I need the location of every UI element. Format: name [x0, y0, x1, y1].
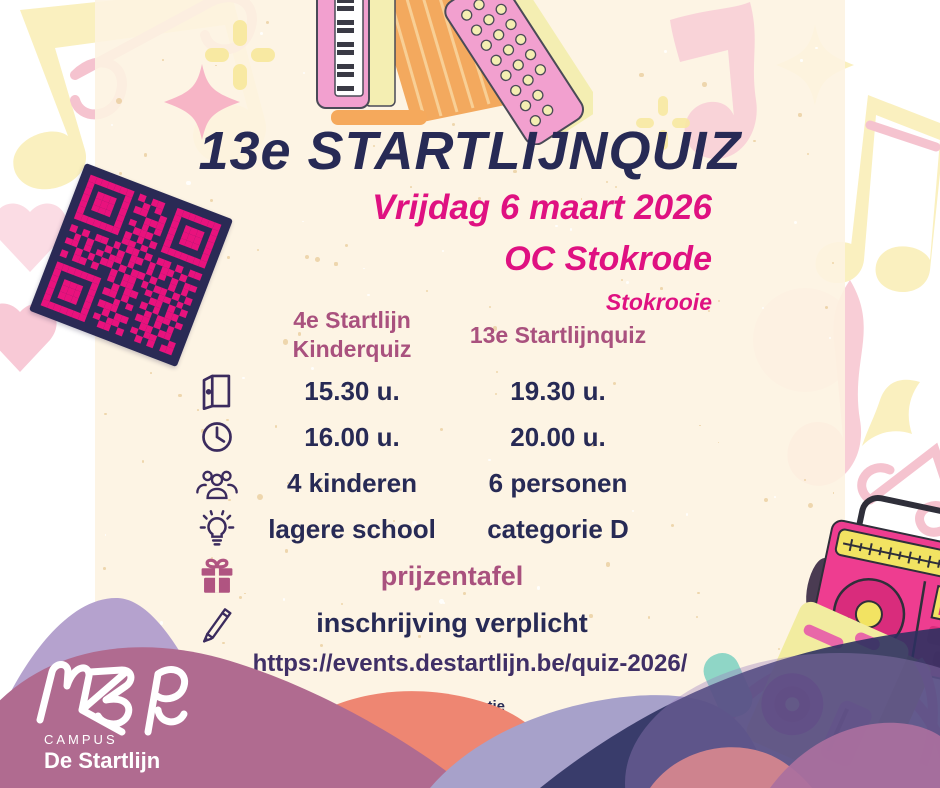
start-time-kinderquiz: 16.00 u. [304, 421, 400, 452]
team-size-kinderquiz: 4 kinderen [286, 467, 418, 498]
campus-logo: CAMPUS De Startlijn [30, 658, 220, 783]
registration-url-link[interactable]: https://events.destartlijn.be/quiz-2026/ [252, 650, 688, 677]
gift-icon [188, 555, 246, 597]
clock-icon [188, 419, 246, 455]
event-date: Vrijdag 6 maart 2026 [250, 190, 712, 225]
people-icon [188, 465, 246, 501]
event-city: Stokrooie [605, 289, 712, 315]
pen-icon [188, 603, 246, 643]
bottom-waves-decoration [0, 597, 940, 788]
prizes-text: prijzentafel [380, 560, 524, 591]
poster-title: 13e STARTLIJNQUIZ [198, 121, 742, 181]
column-header-kinderquiz: 4e Startlijn Kinderquiz [292, 307, 412, 362]
school-name: De Startlijn [44, 748, 161, 773]
plus-sparkle-icon [205, 20, 275, 90]
lightbulb-icon [188, 509, 246, 549]
column-header-startlijnquiz: 13e Startlijnquiz [469, 321, 647, 348]
event-date-text: Vrijdag 6 maart 2026 [372, 188, 712, 227]
music-note-icon [636, 2, 757, 159]
campus-label: CAMPUS [44, 732, 118, 747]
sparkle-icon [164, 64, 240, 140]
event-venue: OC Stokrode [504, 240, 712, 278]
accordion-illustration [316, 0, 593, 145]
team-size-quiz: 6 personen [488, 467, 628, 498]
category-kinderquiz: lagere school [268, 513, 436, 544]
heart-icon [0, 203, 67, 372]
door-icon [188, 372, 246, 410]
campus-logo-monogram [36, 661, 189, 736]
registration-required-text: inschrijving verplicht [316, 607, 588, 638]
start-time-quiz: 20.00 u. [510, 421, 606, 452]
doors-time-kinderquiz: 15.30 u. [304, 375, 400, 406]
schedule-table: 4e Startlijn Kinderquiz 13e Startlijnqui… [188, 302, 658, 646]
category-quiz: categorie D [487, 513, 629, 544]
doors-time-quiz: 19.30 u. [510, 375, 606, 406]
